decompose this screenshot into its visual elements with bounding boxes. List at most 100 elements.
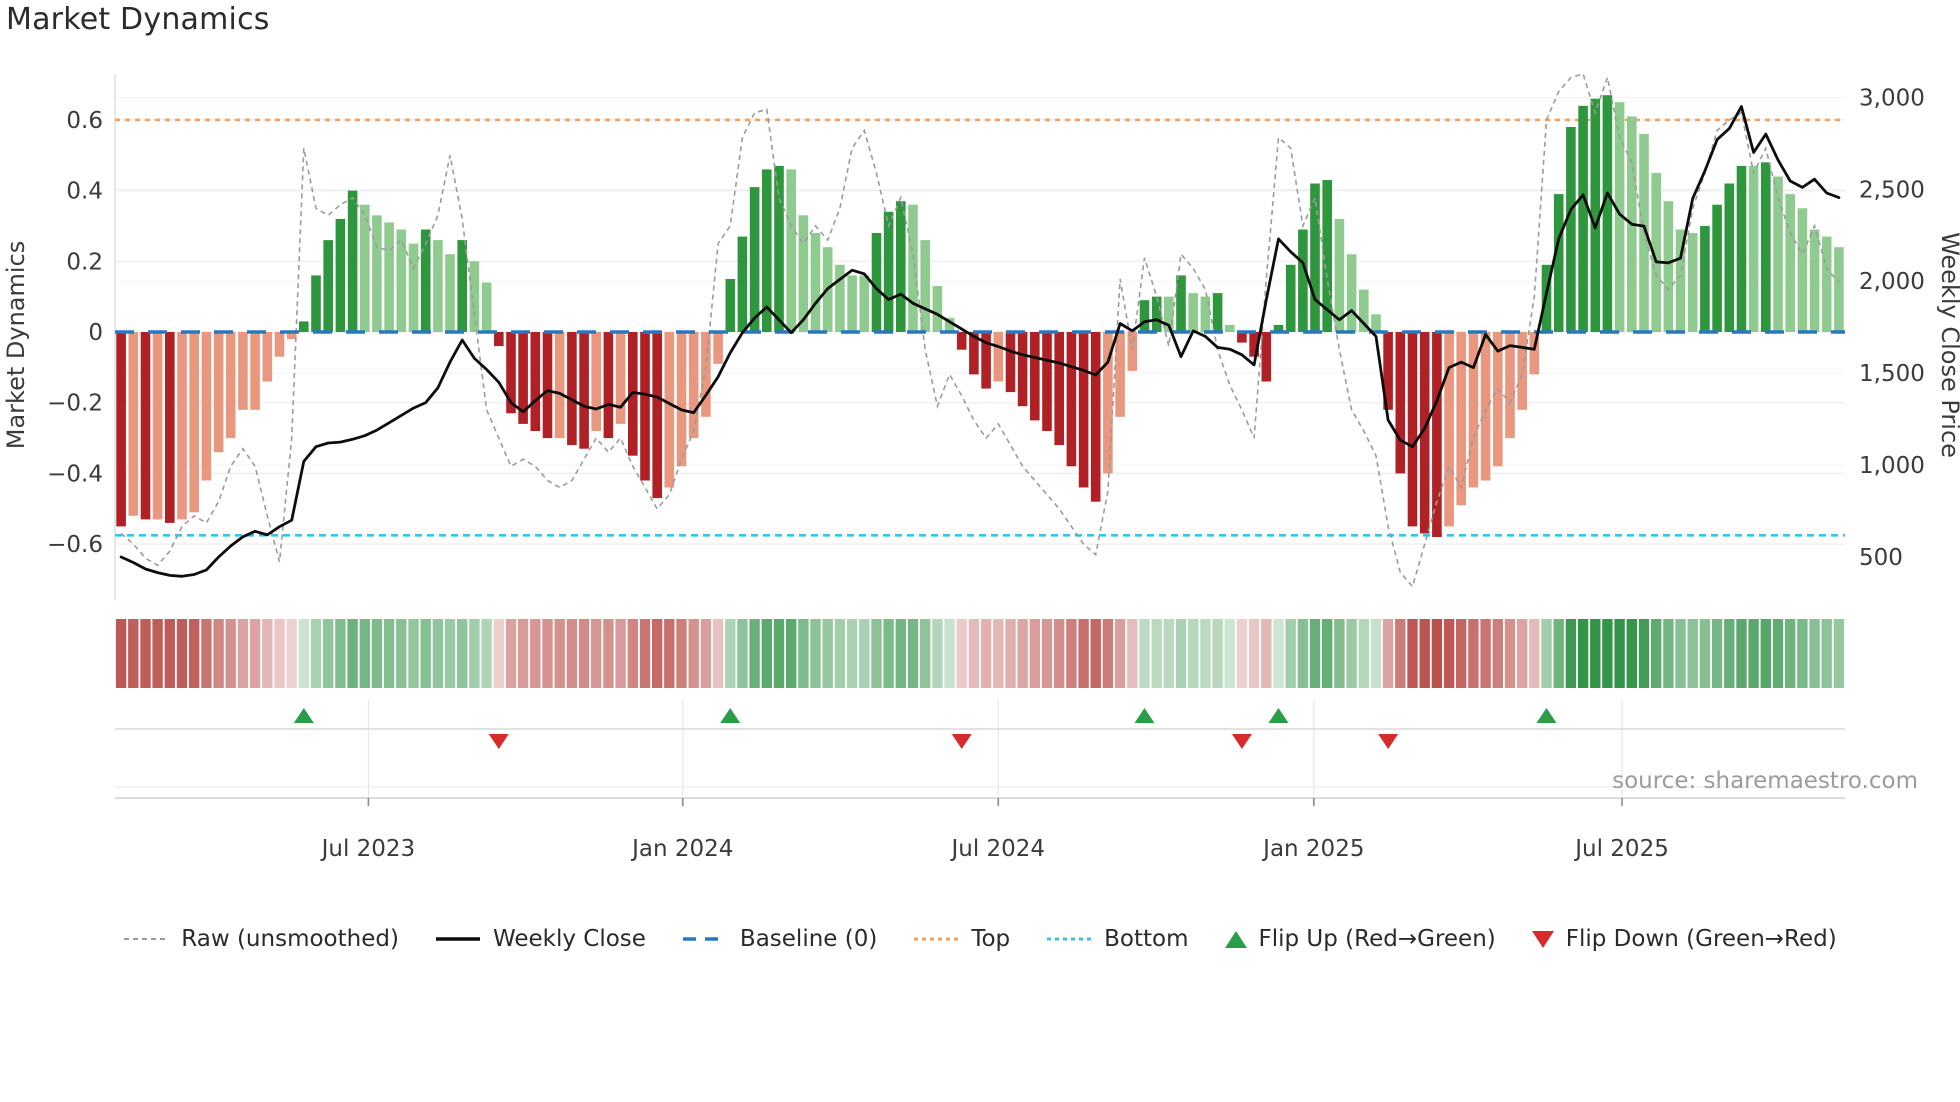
oscillator-bar bbox=[1468, 332, 1479, 488]
heatmap-cell bbox=[274, 619, 285, 688]
heatmap-cell bbox=[993, 619, 1004, 688]
heatmap-cell bbox=[1675, 619, 1686, 688]
heatmap-cell bbox=[822, 619, 833, 688]
heatmap-cell bbox=[834, 619, 846, 688]
flip-up-marker bbox=[1536, 708, 1557, 723]
oscillator-bar bbox=[1456, 332, 1466, 506]
heatmap-cell bbox=[1711, 619, 1723, 688]
x-tick-label: Jan 2025 bbox=[1261, 836, 1364, 862]
oscillator-bar bbox=[981, 332, 991, 389]
heatmap-cell bbox=[1663, 619, 1674, 688]
heatmap-cell bbox=[1382, 619, 1394, 688]
oscillator-bar bbox=[518, 332, 528, 424]
oscillator-bar bbox=[1383, 332, 1393, 410]
heatmap-cell bbox=[1285, 619, 1296, 688]
oscillator-bar bbox=[1395, 332, 1406, 474]
heatmap-cell bbox=[956, 619, 967, 688]
oscillator-bar bbox=[1030, 332, 1040, 421]
heatmap-cell bbox=[1297, 619, 1309, 688]
left-tick-label: 0.2 bbox=[66, 249, 103, 275]
oscillator-bar bbox=[615, 332, 626, 424]
oscillator-bar bbox=[640, 332, 650, 481]
legend-item: Raw (unsmoothed) bbox=[123, 926, 399, 952]
oscillator-bar bbox=[1273, 324, 1284, 332]
oscillator-bar bbox=[1493, 332, 1503, 467]
oscillator-bar bbox=[591, 332, 601, 431]
heatmap-cell bbox=[505, 619, 517, 688]
heatmap-cell bbox=[1248, 619, 1260, 688]
oscillator-bar bbox=[213, 332, 224, 453]
left-tick-label: 0.4 bbox=[66, 179, 103, 205]
oscillator-bar bbox=[1761, 162, 1771, 332]
oscillator-bar bbox=[1054, 332, 1064, 446]
oscillator-bar bbox=[762, 169, 772, 332]
oscillator-bar bbox=[1200, 296, 1211, 332]
source-attribution: source: sharemaestro.com bbox=[1612, 768, 1918, 794]
heatmap-cell bbox=[517, 619, 529, 688]
oscillator-bar bbox=[481, 282, 492, 332]
heatmap-cell bbox=[237, 619, 249, 688]
heatmap-cell bbox=[1078, 619, 1089, 688]
oscillator-bar bbox=[433, 240, 443, 332]
oscillator-bar bbox=[554, 332, 565, 439]
legend-item: Weekly Close bbox=[435, 926, 646, 952]
oscillator-bar bbox=[1359, 289, 1369, 332]
flip-down-marker bbox=[488, 734, 509, 749]
oscillator-bar bbox=[1797, 208, 1808, 332]
heatmap-cell bbox=[140, 619, 151, 688]
heatmap-cell bbox=[371, 619, 383, 688]
heatmap-cell bbox=[725, 619, 736, 688]
heatmap-cell bbox=[1638, 619, 1650, 688]
oscillator-bar bbox=[579, 332, 589, 449]
heatmap-cell bbox=[1370, 619, 1382, 688]
heatmap-cell bbox=[615, 619, 626, 688]
oscillator-bar bbox=[1785, 194, 1795, 332]
heatmap-cell bbox=[786, 619, 797, 688]
heatmap-cell bbox=[1041, 619, 1053, 688]
oscillator-bar bbox=[1712, 204, 1722, 332]
right-tick-label: 1,000 bbox=[1859, 453, 1925, 479]
oscillator-bar bbox=[384, 222, 394, 332]
oscillator-bar bbox=[1419, 332, 1430, 534]
heatmap-cell bbox=[627, 619, 638, 688]
oscillator-bar bbox=[944, 317, 955, 332]
heatmap-cell bbox=[1358, 619, 1369, 688]
heatmap-cell bbox=[1114, 619, 1126, 688]
heatmap-cell bbox=[432, 619, 444, 688]
heatmap-cell bbox=[1736, 619, 1747, 688]
oscillator-bar bbox=[408, 243, 419, 332]
heatmap-cell bbox=[761, 619, 772, 688]
heatmap-cell bbox=[383, 619, 395, 688]
heatmap-cell bbox=[1407, 619, 1418, 688]
oscillator-bar bbox=[396, 229, 407, 332]
oscillator-bar bbox=[494, 332, 504, 347]
oscillator-bar bbox=[1602, 95, 1613, 332]
heatmap-cell bbox=[542, 619, 553, 688]
heatmap-cell bbox=[895, 619, 906, 688]
right-tick-label: 500 bbox=[1859, 545, 1903, 571]
heatmap-cell bbox=[420, 619, 431, 688]
oscillator-bar bbox=[299, 321, 309, 332]
heatmap-cell bbox=[1614, 619, 1625, 688]
heatmap-cell bbox=[1504, 619, 1516, 688]
oscillator-bar bbox=[1407, 332, 1418, 527]
left-tick-label: 0 bbox=[88, 320, 103, 346]
flip-markers bbox=[293, 708, 1557, 749]
heatmap-cell bbox=[1309, 619, 1321, 688]
heatmap-cell bbox=[1236, 619, 1248, 688]
oscillator-bar bbox=[969, 332, 979, 375]
oscillator-bar bbox=[1566, 127, 1576, 332]
oscillator-bar bbox=[701, 332, 711, 417]
heatmap-cell bbox=[1334, 619, 1345, 688]
heatmap-cell bbox=[1005, 619, 1016, 688]
heatmap-cell bbox=[213, 619, 224, 688]
heatmap-cell bbox=[1687, 619, 1698, 688]
oscillator-bar bbox=[1700, 225, 1710, 332]
heatmap-cell bbox=[1054, 619, 1065, 688]
oscillator-bar bbox=[1346, 254, 1357, 332]
heatmap-cell bbox=[737, 619, 748, 688]
heatmap-cell bbox=[591, 619, 602, 688]
heatmap-cell bbox=[1492, 619, 1503, 688]
